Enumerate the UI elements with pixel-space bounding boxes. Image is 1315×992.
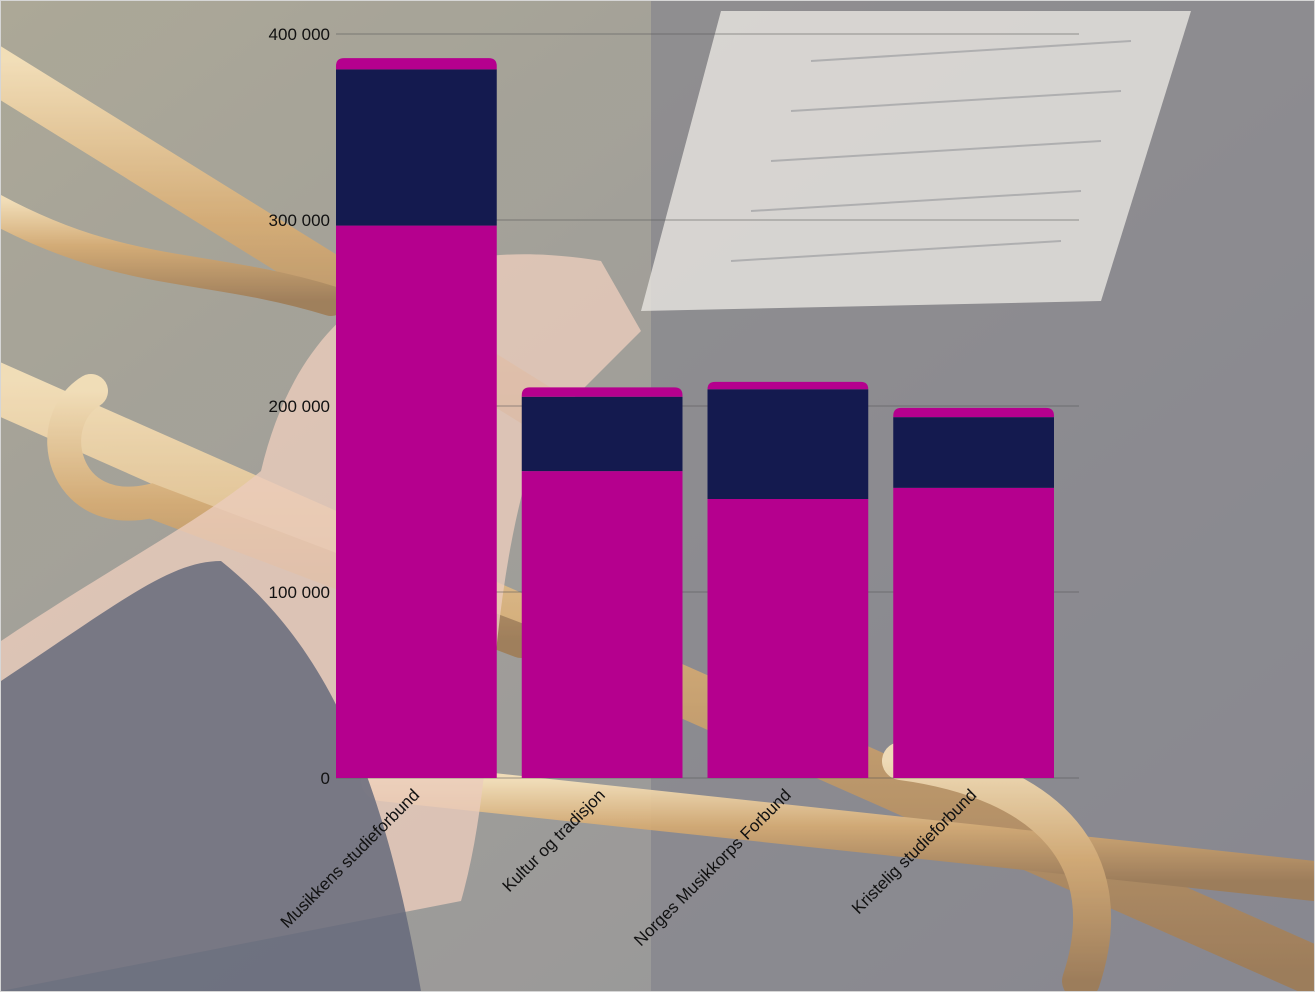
bar-segment <box>336 69 497 226</box>
y-tick-label: 100 000 <box>269 583 330 602</box>
bar-group <box>336 58 497 778</box>
bar-segment <box>707 389 869 499</box>
y-tick-label: 200 000 <box>269 397 330 416</box>
bar-segment <box>893 417 1054 488</box>
bar-segment <box>336 58 497 70</box>
bar-group <box>521 387 683 778</box>
bar-segment <box>521 387 683 397</box>
bar-segment <box>893 407 1054 418</box>
bar-segment <box>336 225 497 778</box>
bar-segment <box>521 396 683 472</box>
y-tick-label: 300 000 <box>269 211 330 230</box>
y-tick-label: 400 000 <box>269 25 330 44</box>
y-tick-label: 0 <box>321 769 330 788</box>
bar-group <box>893 407 1054 778</box>
bars <box>336 58 1054 778</box>
y-axis: 0 100 000 200 000 300 000 400 000 <box>269 25 330 788</box>
bar-segment <box>893 487 1054 778</box>
bar-group <box>707 381 869 778</box>
bar-segment <box>707 381 869 390</box>
bar-segment <box>521 471 683 778</box>
bar-segment <box>707 499 869 778</box>
